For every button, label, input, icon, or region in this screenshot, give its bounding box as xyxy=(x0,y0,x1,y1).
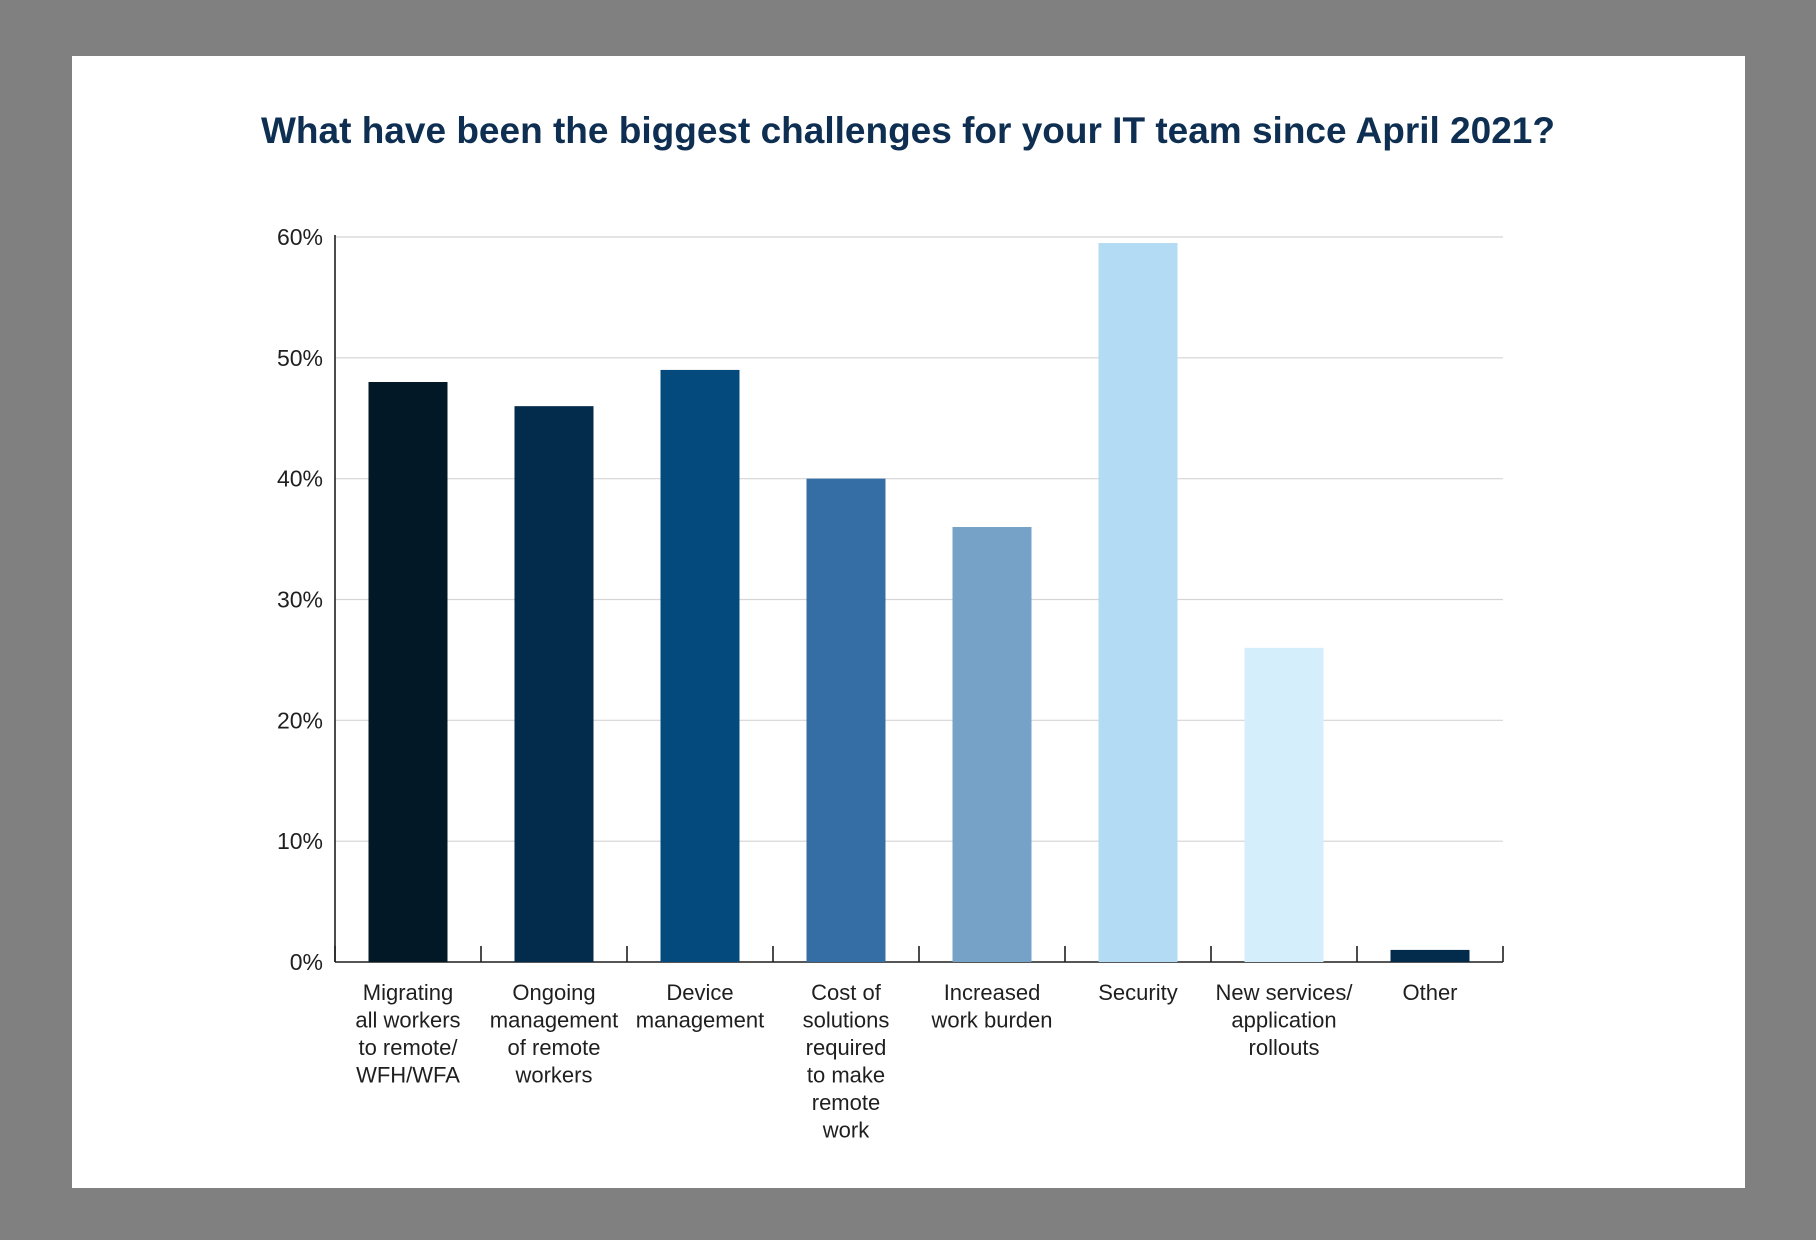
bar xyxy=(806,478,886,962)
x-tick-label: to remote/ xyxy=(358,1035,458,1060)
bar xyxy=(952,527,1032,962)
x-tick-label: Cost of xyxy=(811,980,882,1005)
x-tick-label: remote xyxy=(812,1090,880,1115)
x-tick-label: Ongoing xyxy=(512,980,595,1005)
x-tick-label: management xyxy=(636,1008,764,1033)
bar xyxy=(1390,949,1470,962)
chart-card xyxy=(72,56,1745,1188)
bar xyxy=(1244,647,1324,962)
x-tick-label: management xyxy=(490,1008,618,1033)
x-tick-label: to make xyxy=(807,1063,885,1088)
bar xyxy=(1098,243,1178,962)
y-tick-label: 60% xyxy=(277,224,323,250)
x-tick-label: Increased xyxy=(944,980,1041,1005)
x-tick-label: workers xyxy=(514,1063,592,1088)
x-tick-label: Device xyxy=(666,980,733,1005)
y-tick-label: 40% xyxy=(277,466,323,492)
x-tick-label: Migrating xyxy=(363,980,453,1005)
x-tick-label: solutions xyxy=(803,1008,890,1033)
y-tick-label: 0% xyxy=(290,949,323,975)
x-tick-label: rollouts xyxy=(1249,1035,1320,1060)
x-tick-label: all workers xyxy=(355,1008,460,1033)
x-tick-label: WFH/WFA xyxy=(356,1063,460,1088)
x-tick-label: required xyxy=(806,1035,887,1060)
bar xyxy=(660,369,740,963)
x-tick-label: work xyxy=(822,1118,870,1143)
x-tick-label: New services/ xyxy=(1216,980,1354,1005)
y-tick-label: 30% xyxy=(277,587,323,613)
x-tick-label: work burden xyxy=(930,1008,1052,1033)
x-tick-label: Security xyxy=(1098,980,1177,1005)
chart-title: What have been the biggest challenges fo… xyxy=(261,110,1555,151)
y-tick-label: 20% xyxy=(277,707,323,733)
y-tick-label: 50% xyxy=(277,345,323,371)
x-tick-label: Other xyxy=(1402,980,1457,1005)
y-tick-label: 10% xyxy=(277,828,323,854)
bar xyxy=(368,382,448,962)
x-tick-label: of remote xyxy=(508,1035,601,1060)
x-tick-label: application xyxy=(1231,1008,1336,1033)
bar xyxy=(514,406,594,963)
